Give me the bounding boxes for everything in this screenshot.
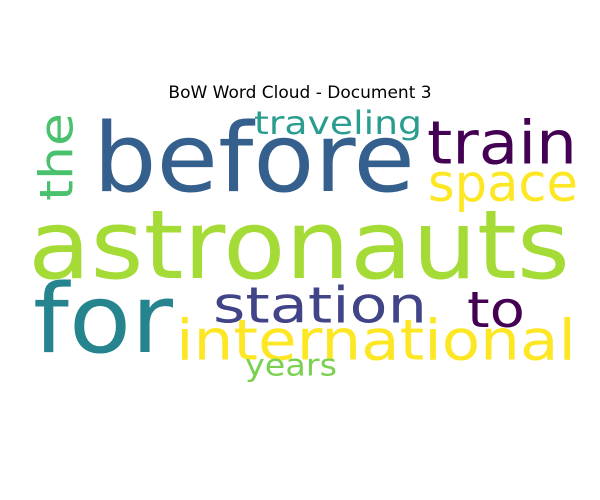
- word-space: space: [428, 154, 578, 215]
- word-for: for: [33, 265, 174, 375]
- word-to: to: [467, 281, 525, 339]
- word-years: years: [245, 349, 337, 383]
- word-the: the: [30, 113, 83, 201]
- word-astronauts: astronauts: [28, 191, 570, 301]
- figure-title: BoW Word Cloud - Document 3: [168, 83, 432, 103]
- word-traveling: traveling: [254, 106, 422, 143]
- word-station: station: [213, 277, 427, 335]
- word-train: train: [427, 108, 577, 178]
- word-international: international: [176, 309, 576, 374]
- word-before: before: [93, 103, 415, 214]
